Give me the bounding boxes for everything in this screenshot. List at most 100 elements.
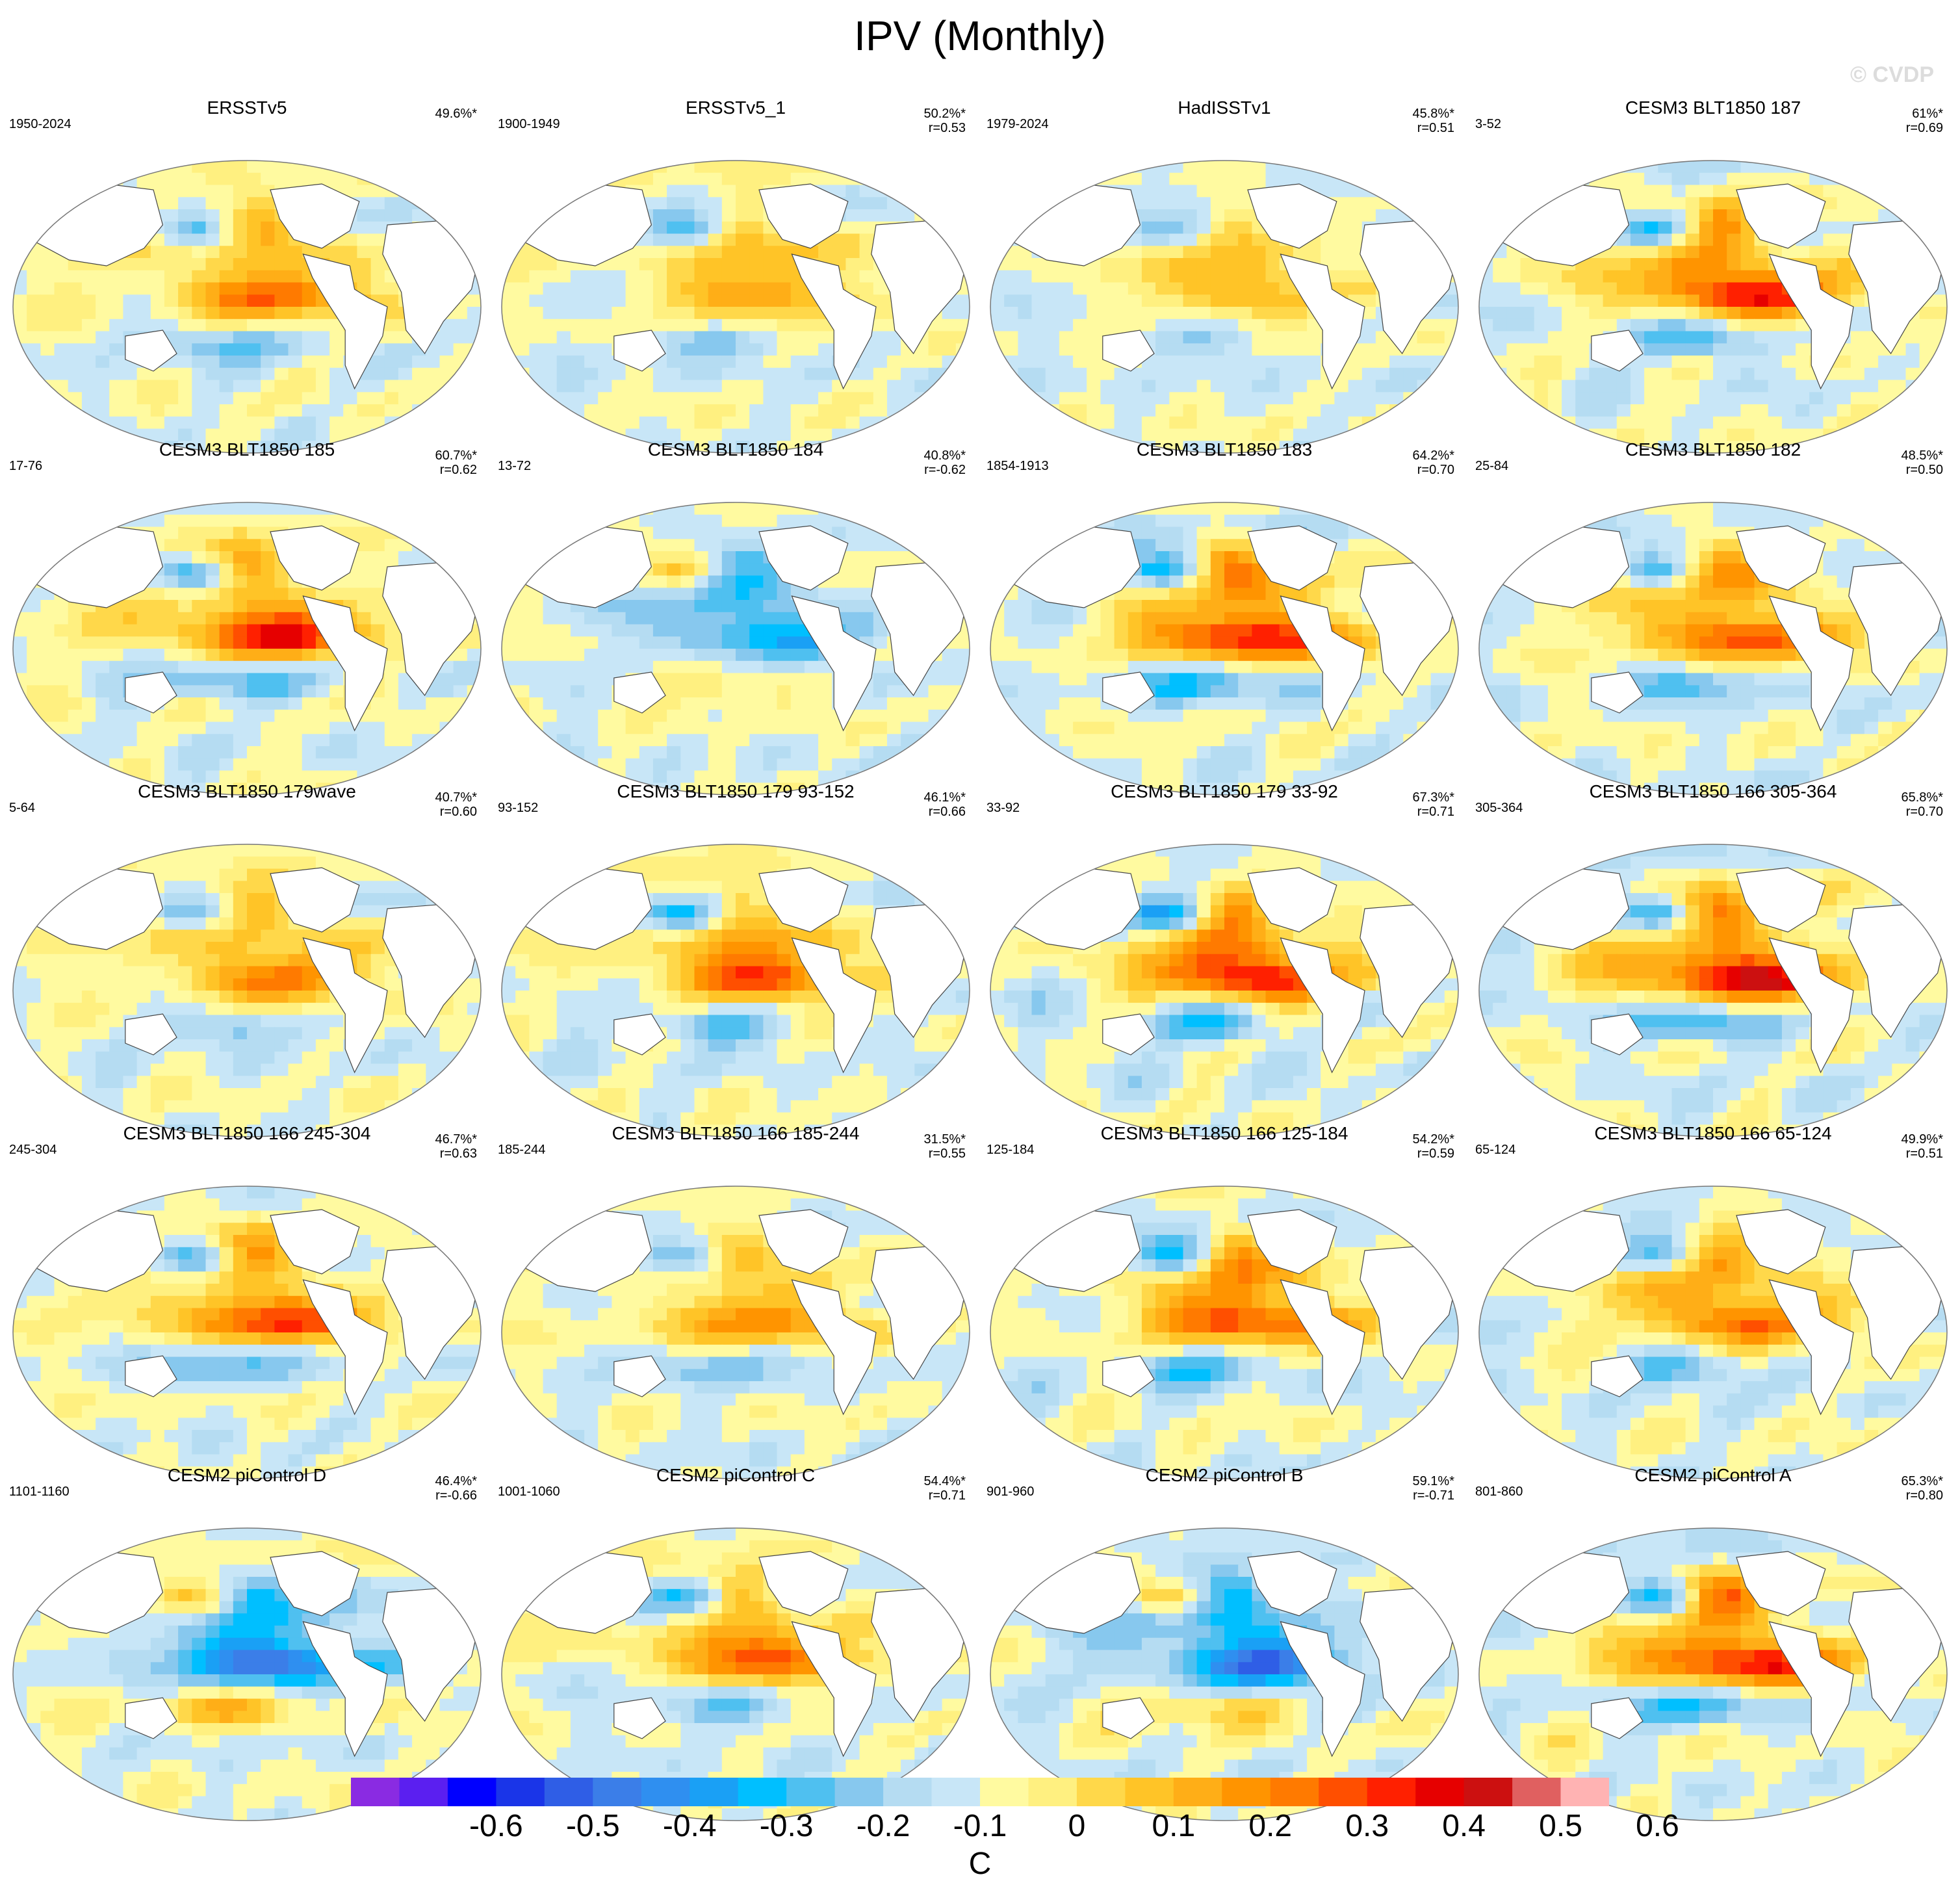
land-mask (1102, 1355, 1155, 1397)
panel-pattern-correlation: r=0.51 (1905, 1147, 1943, 1161)
land-mask (613, 1697, 666, 1739)
colorbar-swatch (1512, 1778, 1562, 1806)
panel-years: 65-124 (1475, 1143, 1516, 1157)
panel-title: CESM3 BLT1850 166 125-184 (1100, 1123, 1348, 1143)
panel-years: 1854-1913 (986, 459, 1049, 473)
map-field (501, 844, 970, 1137)
panel-years: 5-64 (9, 801, 36, 815)
land-mask (1280, 937, 1365, 1074)
map-outline (990, 160, 1459, 454)
land-mask (1591, 1697, 1644, 1739)
panel-title: CESM3 BLT1850 182 (1625, 439, 1801, 460)
panel-pattern-correlation: r=0.51 (1417, 121, 1454, 135)
colorbar-swatch (1028, 1778, 1077, 1806)
colorbar-tick-label: -0.5 (565, 1809, 620, 1843)
watermark: © CVDP (1850, 62, 1934, 87)
land-mask (125, 330, 177, 372)
land-mask (1591, 330, 1644, 372)
land-mask (1768, 595, 1854, 732)
map-field (1478, 502, 1948, 796)
map-panel: ERSSTv5_1 1900-1949 50.2%* r=0.53 (491, 97, 980, 454)
land-mask (1280, 1621, 1365, 1758)
land-mask (125, 1697, 177, 1739)
map-panel: CESM3 BLT1850 166 305-364 305-364 65.8%* r=… (1469, 781, 1957, 1137)
colorbar-tick-label: 0 (1068, 1809, 1086, 1843)
land-mask (1102, 1013, 1155, 1056)
panel-title: CESM2 piControl D (167, 1465, 327, 1485)
panel-title: CESM2 piControl C (656, 1465, 816, 1485)
map-outline (501, 1186, 970, 1479)
map-outline (501, 844, 970, 1137)
colorbar-tick-label: 0.2 (1248, 1809, 1293, 1843)
panel-percent-variance: 48.5%* (1901, 448, 1944, 463)
land-mask (791, 1279, 877, 1416)
land-mask (1768, 1279, 1854, 1416)
map-panel: CESM3 BLT1850 187 3-52 61%* r=0.69 (1469, 97, 1957, 454)
map-outline (1478, 844, 1948, 1137)
panel-pattern-correlation: r=0.71 (928, 1488, 966, 1503)
colorbar-swatch (447, 1778, 496, 1806)
panel-years: 125-184 (986, 1143, 1035, 1157)
colorbar-swatch (399, 1778, 448, 1806)
land-mask (302, 595, 388, 732)
map-outline (990, 844, 1459, 1137)
panel-title: CESM3 BLT1850 179wave (138, 781, 356, 801)
map-field (1478, 844, 1948, 1137)
panel-pattern-correlation: r=0.71 (1417, 805, 1454, 819)
colorbar-tick-label: -0.1 (953, 1809, 1007, 1843)
colorbar (351, 1778, 1609, 1806)
land-mask (1591, 671, 1644, 714)
panel-years: 245-304 (9, 1143, 57, 1157)
map-field (501, 502, 970, 796)
colorbar-swatch (641, 1778, 690, 1806)
figure-title: IPV (Monthly) (854, 12, 1106, 59)
panel-years: 801-860 (1475, 1485, 1523, 1499)
land-mask (1591, 1355, 1644, 1397)
land-mask (758, 525, 849, 591)
colorbar-swatch (1319, 1778, 1368, 1806)
panel-title: CESM3 BLT1850 166 245-304 (123, 1123, 371, 1143)
land-mask (1247, 183, 1337, 249)
land-mask (758, 1551, 849, 1616)
map-panel: CESM2 piControl B 901-960 59.1%* r=-0.71 (980, 1465, 1469, 1821)
colorbar-tick-label: -0.6 (469, 1809, 523, 1843)
land-mask (270, 1551, 360, 1616)
colorbar-swatch (1367, 1778, 1416, 1806)
map-panel: CESM3 BLT1850 166 245-304 245-304 46.7%* r=… (3, 1123, 491, 1479)
map-panel: CESM2 piControl C 1001-1060 54.4%* r=0.71 (491, 1465, 980, 1821)
land-mask (758, 1209, 849, 1275)
panel-years: 3-52 (1475, 117, 1502, 131)
panel-title: ERSSTv5 (207, 97, 287, 118)
colorbar-swatch (496, 1778, 545, 1806)
panel-title: CESM3 BLT1850 179 93-152 (617, 781, 855, 801)
panel-title: CESM3 BLT1850 187 (1625, 97, 1801, 118)
map-field (1478, 160, 1948, 454)
map-panel: CESM3 BLT1850 179 33-92 33-92 67.3%* r=0.71 (980, 781, 1469, 1137)
map-panel: CESM2 piControl A 801-860 65.3%* r=0.80 (1469, 1465, 1957, 1821)
land-mask (613, 1013, 666, 1056)
panel-title: CESM3 BLT1850 184 (647, 439, 824, 460)
land-mask (1247, 525, 1337, 591)
land-mask (270, 867, 360, 933)
panel-title: CESM3 BLT1850 185 (159, 439, 335, 460)
land-mask (1768, 937, 1854, 1074)
panel-percent-variance: 65.3%* (1901, 1474, 1944, 1488)
colorbar-swatch (351, 1778, 400, 1806)
map-outline (1478, 502, 1948, 796)
panel-pattern-correlation: r=0.69 (1905, 121, 1943, 135)
land-mask (1247, 1551, 1337, 1616)
land-mask (270, 183, 360, 249)
panel-years: 901-960 (986, 1485, 1035, 1499)
map-field (12, 160, 482, 454)
land-mask (302, 1621, 388, 1758)
land-mask (125, 1355, 177, 1397)
panel-percent-variance: 49.9%* (1901, 1132, 1944, 1147)
map-panel: CESM3 BLT1850 166 185-244 185-244 31.5%* r=… (491, 1123, 980, 1479)
map-field (990, 844, 1459, 1137)
panel-percent-variance: 54.2%* (1412, 1132, 1455, 1147)
colorbar-swatch (1125, 1778, 1174, 1806)
map-outline (1478, 160, 1948, 454)
panel-percent-variance: 40.8%* (923, 448, 966, 463)
colorbar-tick-label: 0.6 (1636, 1809, 1679, 1843)
panel-title: CESM3 BLT1850 166 185-244 (612, 1123, 860, 1143)
